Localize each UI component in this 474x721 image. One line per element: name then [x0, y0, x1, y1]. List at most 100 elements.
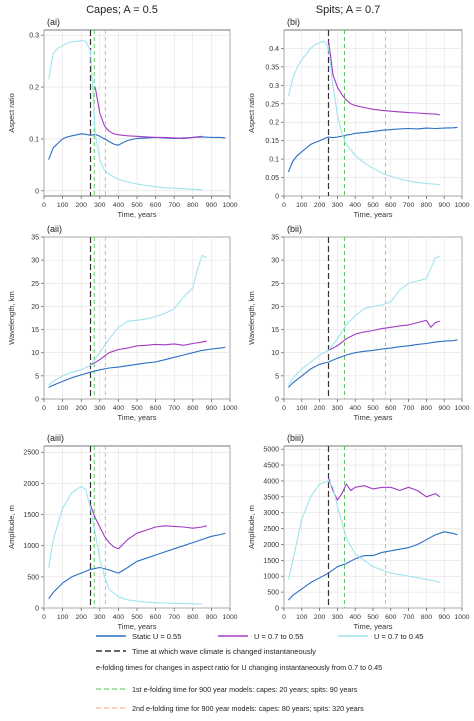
- header-spits: Spits; A = 0.7: [316, 4, 381, 16]
- panel-bii: 0 5 10 15 20 25 30 35 0 100 200 300 400 500 600 700 800 9…: [247, 224, 470, 422]
- y-tick-label: 20: [31, 304, 39, 311]
- y-tick-label: 0: [275, 606, 279, 613]
- x-tick-label: 200: [314, 405, 326, 412]
- x-tick-label: 200: [76, 405, 88, 412]
- x-tick-label: 900: [439, 202, 451, 209]
- y-axis-label: Wavelength, km: [247, 291, 256, 345]
- series-line-u_to_045: [48, 485, 203, 605]
- x-tick-label: 600: [385, 202, 397, 209]
- y-tick-label: 0.4: [269, 46, 279, 53]
- x-tick-label: 1000: [454, 614, 469, 621]
- panel-label: (bi): [287, 17, 300, 27]
- y-tick-label: 15: [271, 327, 279, 334]
- series-line-u_to_055: [328, 319, 440, 351]
- series-line-static: [287, 531, 458, 601]
- panel-biii: 0500100015002000250030003500400045005000…: [247, 433, 470, 631]
- legend-change-label: Time at which wave climate is changed in…: [132, 647, 316, 656]
- x-tick-label: 300: [94, 405, 106, 412]
- y-tick-label: 2000: [263, 542, 279, 549]
- x-tick-label: 700: [169, 405, 181, 412]
- x-tick-label: 0: [282, 614, 286, 621]
- x-tick-label: 400: [113, 614, 125, 621]
- y-tick-label: 0.1: [29, 136, 39, 143]
- y-tick-label: 35: [271, 235, 279, 242]
- x-tick-label: 500: [131, 614, 143, 621]
- x-tick-label: 700: [403, 614, 415, 621]
- y-tick-label: 2500: [23, 450, 39, 457]
- panels-layer: 00.10.20.30 100 200 300 400 500 600 700 800 900 10…: [7, 17, 470, 631]
- series-line-u_to_055: [89, 505, 207, 550]
- panel-label: (aii): [47, 224, 62, 234]
- y-tick-label: 5000: [263, 447, 279, 454]
- x-tick-label: 700: [403, 405, 415, 412]
- y-tick-label: 0: [35, 606, 39, 613]
- x-tick-label: 800: [421, 405, 433, 412]
- y-tick-label: 4500: [263, 463, 279, 470]
- series-line-u_to_045: [287, 40, 440, 186]
- x-tick-label: 800: [421, 202, 433, 209]
- legend-u045-label: U = 0.7 to 0.45: [374, 632, 423, 641]
- y-tick-label: 0.1: [269, 157, 279, 164]
- x-tick-label: 800: [187, 202, 199, 209]
- y-tick-label: 0: [35, 397, 39, 404]
- y-tick-label: 5: [35, 373, 39, 380]
- x-tick-label: 600: [150, 405, 162, 412]
- legend: Static U = 0.55 U = 0.7 to 0.55 U = 0.7 …: [96, 632, 423, 713]
- header-capes: Capes; A = 0.5: [86, 4, 158, 16]
- series-line-static: [48, 532, 226, 600]
- y-axis-label: Aspect ratio: [247, 93, 256, 133]
- legend-static-label: Static U = 0.55: [132, 632, 181, 641]
- x-tick-label: 500: [367, 202, 379, 209]
- x-tick-label: 100: [57, 202, 69, 209]
- x-tick-label: 600: [385, 405, 397, 412]
- x-tick-label: 100: [296, 202, 308, 209]
- y-tick-label: 500: [267, 590, 279, 597]
- series-line-u_to_045: [287, 255, 440, 386]
- y-tick-label: 0: [275, 397, 279, 404]
- x-tick-label: 500: [367, 614, 379, 621]
- x-tick-label: 900: [206, 202, 218, 209]
- y-tick-label: 3500: [263, 494, 279, 501]
- x-tick-label: 1000: [222, 614, 237, 621]
- series-line-u_to_055: [327, 41, 440, 116]
- series-line-u_to_045: [287, 480, 440, 584]
- y-tick-label: 0.3: [269, 83, 279, 90]
- x-tick-label: 0: [282, 202, 286, 209]
- y-tick-label: 1000: [23, 543, 39, 550]
- x-tick-label: 800: [421, 614, 433, 621]
- y-tick-label: 30: [31, 258, 39, 265]
- x-tick-label: 300: [94, 614, 106, 621]
- y-tick-label: 25: [31, 281, 39, 288]
- x-tick-label: 100: [57, 405, 69, 412]
- x-tick-label: 300: [94, 202, 106, 209]
- x-axis-label: Time, years: [118, 413, 157, 422]
- series-line-u_to_045: [48, 39, 203, 191]
- series-line-static: [287, 126, 458, 173]
- x-axis-label: Time, years: [354, 622, 393, 631]
- x-tick-label: 600: [150, 202, 162, 209]
- x-tick-label: 200: [76, 614, 88, 621]
- y-tick-label: 0.2: [269, 120, 279, 127]
- panel-label: (aiii): [47, 433, 64, 443]
- y-axis-label: Wavelength, km: [7, 291, 16, 345]
- x-tick-label: 500: [367, 405, 379, 412]
- x-axis-label: Time, years: [354, 413, 393, 422]
- x-tick-label: 500: [131, 405, 143, 412]
- x-tick-label: 400: [350, 405, 362, 412]
- x-tick-label: 0: [42, 405, 46, 412]
- x-tick-label: 1000: [454, 202, 469, 209]
- y-tick-label: 10: [31, 350, 39, 357]
- y-tick-label: 3000: [263, 510, 279, 517]
- y-tick-label: 25: [271, 281, 279, 288]
- x-tick-label: 0: [282, 405, 286, 412]
- y-tick-label: 0.2: [29, 85, 39, 92]
- y-tick-label: 0.15: [265, 138, 279, 145]
- x-axis-label: Time, years: [118, 210, 157, 219]
- y-tick-label: 0: [35, 188, 39, 195]
- x-tick-label: 800: [187, 614, 199, 621]
- legend-efold-heading: e-folding times for changes in aspect ra…: [96, 663, 382, 672]
- x-tick-label: 800: [187, 405, 199, 412]
- y-tick-label: 2500: [263, 526, 279, 533]
- series-line-u_to_055: [94, 87, 203, 139]
